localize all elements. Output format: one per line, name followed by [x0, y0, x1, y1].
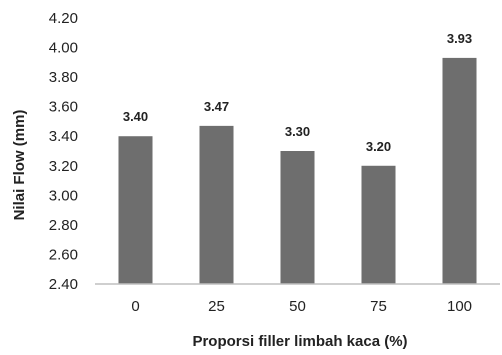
data-label: 3.93	[447, 31, 472, 46]
y-tick-label: 4.00	[49, 40, 78, 57]
x-tick-label: 100	[447, 298, 472, 315]
x-axis-title: Proporsi filler limbah kaca (%)	[192, 333, 407, 350]
data-label: 3.47	[204, 99, 229, 114]
y-tick-label: 4.20	[49, 10, 78, 27]
y-tick-label: 3.40	[49, 128, 78, 145]
x-tick-label: 75	[370, 298, 387, 315]
bars	[118, 57, 477, 285]
bar-0	[118, 136, 153, 284]
y-tick-label: 2.40	[49, 276, 78, 293]
bar-25	[199, 125, 234, 284]
data-label: 3.30	[285, 124, 310, 139]
y-tick-label: 3.80	[49, 69, 78, 86]
data-label: 3.40	[123, 109, 148, 124]
x-tick-label: 25	[208, 298, 225, 315]
x-tick-label: 0	[131, 298, 139, 315]
bar-50	[280, 151, 315, 284]
bar-75	[361, 165, 396, 284]
y-tick-label: 3.20	[49, 158, 78, 175]
x-axis-ticks: 0 25 50 75 100	[131, 298, 472, 315]
y-tick-label: 2.80	[49, 217, 78, 234]
y-axis-ticks: 2.40 2.60 2.80 3.00 3.20 3.40 3.60 3.80 4.00 4.20	[49, 10, 78, 293]
bar-100	[442, 57, 477, 285]
y-axis-title: Nilai Flow (mm)	[11, 110, 28, 221]
y-tick-label: 2.60	[49, 246, 78, 263]
x-tick-label: 50	[289, 298, 306, 315]
y-tick-label: 3.60	[49, 99, 78, 116]
data-labels: 3.40 3.47 3.30 3.20 3.93	[123, 31, 472, 154]
data-label: 3.20	[366, 139, 391, 154]
y-tick-label: 3.00	[49, 187, 78, 204]
